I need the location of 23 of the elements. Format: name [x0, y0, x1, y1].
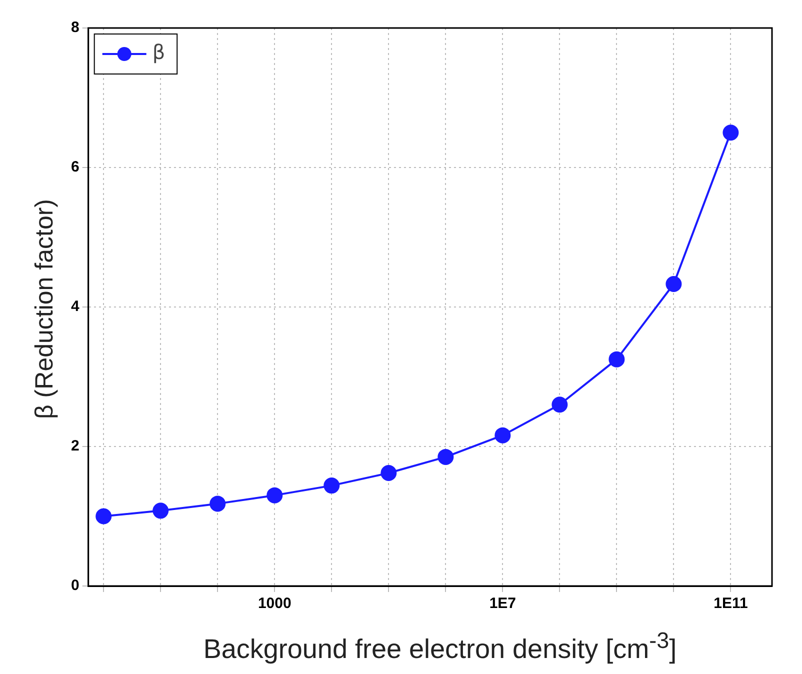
y-tick-label: 2 [71, 438, 80, 455]
point [722, 124, 739, 141]
x-tick-label: 1E11 [714, 595, 748, 612]
point [266, 487, 283, 504]
point [494, 427, 511, 444]
point [380, 465, 397, 482]
y-tick-label: 8 [71, 19, 80, 36]
x-tick-label: 1E7 [489, 595, 516, 612]
point [552, 396, 568, 413]
x-axis-title: Background free electron density [cm$^{-3}$] [202, 628, 678, 665]
point [210, 496, 226, 512]
point [666, 276, 682, 292]
y-tick-label: 0 [71, 577, 80, 594]
point [608, 351, 625, 368]
point [324, 478, 340, 494]
point [152, 502, 169, 519]
y-tick-label: 4 [71, 298, 80, 316]
point [438, 448, 454, 465]
point [96, 508, 112, 524]
x-tick-label: 1000 [258, 595, 292, 612]
y-axis-title: β (Reduction factor) [30, 198, 60, 420]
legend-label: β [152, 40, 166, 64]
y-tick-label: 6 [71, 158, 80, 176]
